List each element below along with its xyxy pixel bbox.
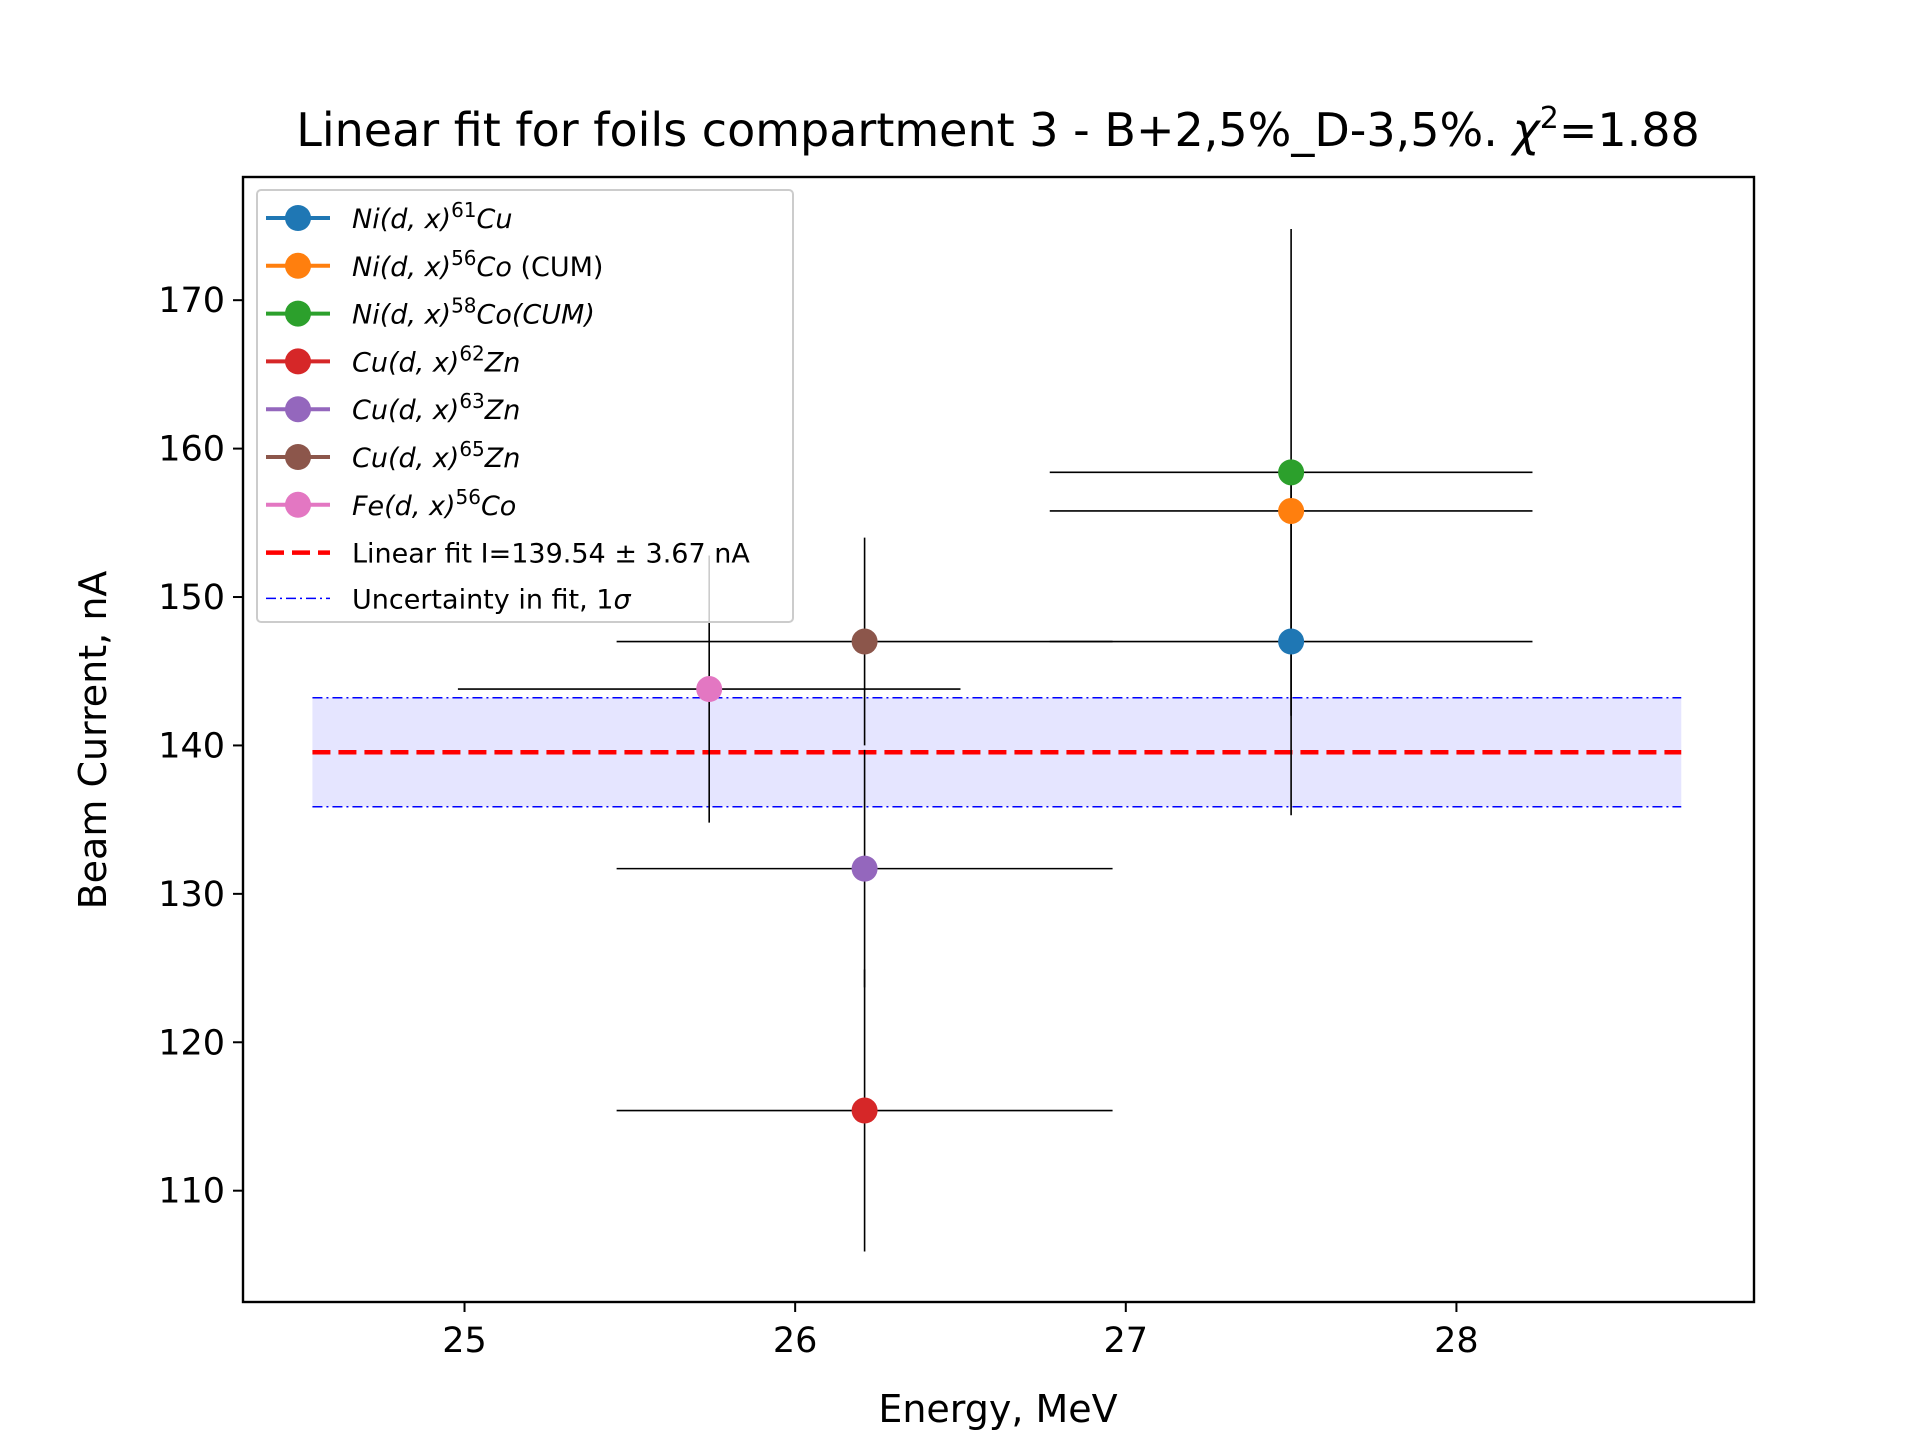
legend-label-formula-5: Cu(d, x) — [352, 443, 459, 474]
data-point-5 — [851, 628, 878, 655]
chart-title-main: Linear fit for foils compartment 3 - B+2… — [296, 103, 1512, 157]
y-tick-label-120: 120 — [158, 1023, 225, 1063]
x-tick-label-25: 25 — [442, 1321, 487, 1361]
legend-label-mass-6: 56 — [456, 485, 481, 509]
legend-label-mass-5: 65 — [459, 437, 484, 461]
data-point-3 — [851, 1097, 878, 1124]
legend-label-mass-4: 63 — [459, 389, 484, 413]
legend-marker-1 — [285, 252, 311, 279]
data-point-4 — [851, 855, 878, 882]
y-tick-label-160: 160 — [158, 430, 225, 470]
x-tick-label-26: 26 — [773, 1321, 818, 1361]
legend-label-suffix-1: (CUM) — [512, 252, 604, 283]
x-ticks-layer: 25 26 27 28 — [442, 1302, 1479, 1361]
legend-label-formula-6: Fe(d, x) — [352, 491, 456, 522]
legend-band-label-sigma: σ — [613, 584, 631, 615]
legend-label-formula-0: Ni(d, x) — [352, 204, 451, 235]
chart-title-value: =1.88 — [1559, 103, 1700, 157]
x-axis-label: Energy, MeV — [878, 1387, 1117, 1431]
legend-label-product-3: Zn — [484, 347, 521, 378]
y-tick-label-140: 140 — [158, 726, 225, 766]
data-point-2 — [1278, 459, 1305, 486]
legend-marker-6 — [285, 491, 311, 518]
y-tick-label-130: 130 — [158, 875, 225, 915]
plot-frame — [241, 175, 1756, 1304]
legend-label-2: Ni(d, x)58Co(CUM) — [352, 294, 595, 331]
x-tick-label-28: 28 — [1434, 1321, 1479, 1361]
legend-label-4: Cu(d, x)63Zn — [352, 389, 520, 426]
legend-label-product-0: Cu — [477, 204, 513, 235]
y-axis-label: Beam Current, nA — [71, 571, 115, 910]
data-points-layer — [696, 459, 1305, 1124]
legend-label-mass-3: 62 — [459, 341, 484, 365]
data-point-1 — [1278, 497, 1305, 524]
legend-label-product-6: Co — [481, 491, 516, 522]
legend-label-product-4: Zn — [484, 395, 521, 426]
legend-marker-5 — [285, 444, 311, 470]
legend-label-1: Ni(d, x)56Co (CUM) — [352, 246, 603, 283]
legend-marker-2 — [285, 300, 311, 327]
legend-marker-0 — [285, 205, 311, 231]
legend-frame — [256, 189, 794, 623]
legend-label-formula-1: Ni(d, x) — [352, 252, 451, 283]
legend-label-mass-1: 56 — [451, 246, 476, 270]
legend-marker-4 — [285, 396, 311, 423]
legend-label-product-2: Co(CUM) — [477, 300, 595, 331]
legend-label-product-1: Co — [477, 252, 512, 283]
legend-label-product-5: Zn — [484, 443, 521, 474]
legend-label-mass-2: 58 — [451, 294, 476, 318]
legend-label-5: Cu(d, x)65Zn — [352, 437, 520, 474]
data-point-6 — [696, 676, 723, 703]
legend-fit-label: Linear fit I=139.54 ± 3.67 nA — [352, 539, 750, 570]
legend-label-formula-2: Ni(d, x) — [352, 300, 451, 331]
y-ticks-layer: 110 120 130 140 150 160 170 — [158, 281, 243, 1212]
chart-title-sup: 2 — [1540, 101, 1559, 136]
chart-title: Linear fit for foils compartment 3 - B+2… — [296, 101, 1700, 157]
y-tick-label-170: 170 — [158, 281, 225, 321]
legend-marker-3 — [285, 348, 311, 375]
chart-title-chi: χ — [1510, 103, 1542, 157]
y-tick-label-150: 150 — [158, 578, 225, 618]
legend-label-formula-3: Cu(d, x) — [352, 347, 459, 378]
y-tick-label-110: 110 — [158, 1172, 225, 1212]
data-point-0 — [1278, 628, 1305, 655]
legend-label-mass-0: 61 — [451, 198, 476, 222]
legend-band-label-main: Uncertainty in fit, 1 — [352, 584, 613, 615]
legend-label-3: Cu(d, x)62Zn — [352, 341, 520, 378]
legend-label-0: Ni(d, x)61Cu — [352, 198, 512, 235]
legend-label-6: Fe(d, x)56Co — [352, 485, 516, 522]
legend-band-label: Uncertainty in fit, 1σ — [352, 584, 631, 615]
legend-label-formula-4: Cu(d, x) — [352, 395, 459, 426]
x-tick-label-27: 27 — [1104, 1321, 1149, 1361]
